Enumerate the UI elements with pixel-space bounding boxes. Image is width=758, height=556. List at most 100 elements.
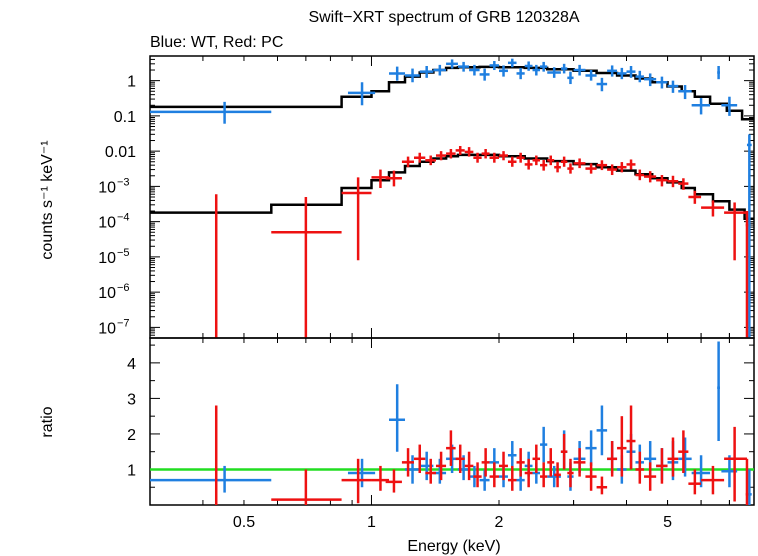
- spectrum-y-axis-label: counts s⁻¹ keV⁻¹: [39, 140, 56, 259]
- spectrum-pc-point: [540, 160, 548, 171]
- ratio-pc-point: [446, 430, 456, 466]
- spectrum-pc-point: [385, 170, 402, 187]
- ratio-pc-point: [498, 451, 508, 481]
- spectrum-wt-point: [573, 64, 586, 76]
- spectrum-y-tick-label: 10: [98, 179, 116, 196]
- spectrum-pc-point: [724, 202, 747, 261]
- spectrum-wt-point: [567, 71, 574, 85]
- spectrum-pc-point: [596, 160, 608, 171]
- wt-model-line: [150, 65, 754, 121]
- spectrum-wt-point: [347, 82, 376, 106]
- spectrum-y-tick-exponent: −7: [117, 317, 130, 329]
- spectrum-wt-point: [489, 61, 499, 71]
- chart-title: Swift−XRT spectrum of GRB 120328A: [308, 9, 579, 26]
- ratio-wt-point: [678, 437, 692, 477]
- spectrum-y-tick-exponent: −3: [117, 176, 130, 188]
- spectrum-pc-point: [573, 158, 586, 169]
- spectrum-wt-point: [746, 134, 752, 338]
- spectrum-wt-point: [524, 61, 533, 71]
- spectrum-pc-point: [498, 151, 508, 161]
- spectrum-wt-point: [547, 67, 561, 78]
- spectrum-wt-point: [498, 65, 508, 77]
- x-tick-label: 1: [367, 514, 376, 531]
- ratio-pc-point: [554, 462, 561, 488]
- spectrum-y-tick-label: 1: [127, 74, 136, 91]
- ratio-pc-point: [567, 458, 574, 488]
- ratio-pc-point: [547, 448, 555, 477]
- ratio-pc-point: [701, 465, 725, 495]
- spectrum-wt-point: [721, 96, 738, 116]
- ratio-pc-point: [489, 462, 499, 488]
- spectrum-wt-point: [516, 67, 525, 80]
- ratio-pc-point: [481, 448, 490, 477]
- spectrum-wt-point: [667, 80, 679, 93]
- spectrum-y-tick-label: 0.01: [105, 144, 136, 161]
- ratio-pc-point: [560, 433, 568, 470]
- ratio-wt-point: [389, 384, 406, 452]
- spectrum-pc-point: [464, 147, 474, 157]
- spectrum-wt-point: [507, 58, 517, 68]
- spectrum-frame: [149, 55, 755, 339]
- ratio-pc-point: [413, 444, 426, 474]
- ratio-pc-point: [644, 462, 657, 491]
- ratio-panel: 0.5 1 2 5 1 2 3 4: [127, 337, 755, 531]
- x-tick-label: 2: [495, 514, 504, 531]
- spectrum-y-tick-label: 0.1: [114, 109, 136, 126]
- spectrum-pc-point: [567, 163, 574, 174]
- spectrum-pc-point: [401, 156, 414, 168]
- spectrum-pc-point: [455, 145, 465, 155]
- ratio-pc-point: [385, 469, 402, 493]
- ratio-pc-point: [596, 476, 608, 495]
- ratio-pc-point: [371, 465, 390, 491]
- spectrum-pc-point: [489, 152, 499, 163]
- x-tick-label: 5: [663, 514, 672, 531]
- ratio-y-tick-label: 2: [127, 427, 136, 444]
- spectrum-pc-point: [524, 159, 533, 170]
- spectrum-pc-point: [481, 148, 490, 159]
- spectrum-wt-point: [585, 70, 597, 81]
- ratio-wt-point: [433, 458, 447, 484]
- ratio-y-tick-label: 4: [127, 356, 136, 373]
- spectrum-wt-point: [540, 61, 548, 72]
- spectrum-data-layer: [150, 58, 754, 338]
- ratio-wt-point: [347, 458, 376, 488]
- spectrum-wt-point: [389, 66, 406, 81]
- ratio-pc-point: [341, 458, 372, 504]
- spectrum-pc-point: [626, 159, 636, 170]
- spectrum-pc-point: [473, 152, 482, 163]
- spectrum-wt-point: [617, 67, 627, 80]
- ratio-pc-point: [573, 448, 586, 477]
- spectrum-wt-point: [678, 85, 692, 100]
- ratio-pc-point: [507, 465, 517, 491]
- ratio-y-axis-label: ratio: [39, 406, 56, 437]
- spectrum-pc-point: [560, 156, 568, 167]
- ratio-pc-point: [617, 416, 627, 477]
- spectrum-wt-point: [433, 64, 447, 76]
- spectrum-pc-point: [607, 164, 618, 176]
- ratio-pc-point: [656, 448, 668, 484]
- spectrum-wt-point: [560, 63, 568, 74]
- spectrum-wt-point: [446, 59, 458, 69]
- spectrum-pc-point: [644, 171, 657, 183]
- spectrum-wt-point: [626, 66, 636, 78]
- spectrum-wt-point: [405, 68, 420, 83]
- spectrum-pc-point: [656, 175, 668, 187]
- spectrum-wt-point: [469, 64, 480, 76]
- ratio-pc-point: [635, 451, 645, 484]
- x-axis-label: Energy (keV): [407, 538, 500, 555]
- spectrum-pc-point: [617, 162, 627, 173]
- ratio-pc-point: [271, 469, 342, 505]
- spectrum-pc-point: [532, 155, 541, 166]
- spectrum-pc-point: [635, 169, 645, 181]
- spectrum-pc-point: [341, 177, 372, 261]
- ratio-y-tick-label: 1: [127, 462, 136, 479]
- ratio-wt-point: [717, 341, 721, 442]
- spectrum-wt-point: [532, 64, 541, 76]
- ratio-wt-point: [596, 405, 608, 456]
- spectrum-wt-point: [607, 65, 618, 77]
- ratio-pc-point: [532, 444, 541, 474]
- ratio-pc-point: [473, 462, 482, 488]
- spectrum-y-tick-label: 10: [98, 285, 116, 302]
